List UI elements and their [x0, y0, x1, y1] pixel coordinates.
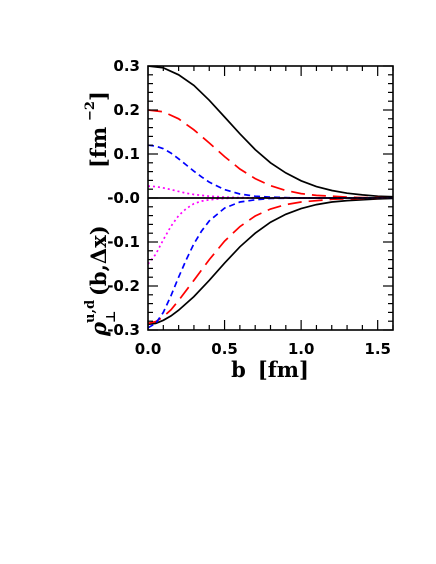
y-tick-label: 0.3 — [113, 57, 140, 75]
y-axis-unit-open: [fm — [86, 127, 111, 168]
x-tick-label: 1.5 — [364, 340, 391, 358]
y-axis-args: (b,Δx) — [86, 225, 111, 296]
y-axis-superscript: u,d — [83, 300, 98, 323]
series-line-1 — [148, 109, 393, 199]
x-axis-unit: [fm] — [258, 357, 309, 382]
y-axis-unit-close: ] — [86, 91, 111, 101]
series-line-5 — [148, 197, 393, 325]
y-axis-subscript: ⊥ — [104, 311, 119, 323]
series-line-7 — [148, 197, 393, 265]
y-tick-label: 0.1 — [113, 145, 140, 163]
y-axis-label: ρ ⊥ u,d (b,Δx) [fm −2 ] — [83, 91, 119, 337]
y-tick-label: -0.3 — [107, 321, 140, 339]
series-line-6 — [148, 197, 393, 329]
series-line-2 — [148, 144, 393, 199]
tick-labels-layer: 0.0 0.5 1.0 1.5 0.3 0.2 0.1 -0.0 -0.1 -0.2 -0.3 — [107, 57, 391, 358]
series-layer — [148, 66, 393, 329]
ticks-layer — [147, 65, 394, 331]
y-tick-label: -0.1 — [107, 233, 140, 251]
x-tick-label: 0.5 — [211, 340, 238, 358]
series-line-3 — [148, 185, 393, 199]
x-tick-label: 1.0 — [288, 340, 315, 358]
x-axis-variable: b — [231, 357, 246, 382]
y-axis-unit-exponent: −2 — [83, 101, 98, 121]
x-tick-label: 0.0 — [135, 340, 162, 358]
x-axis-label: b [fm] — [231, 357, 309, 382]
series-line-0 — [148, 66, 393, 198]
series-line-4 — [148, 197, 393, 326]
y-tick-label: -0.2 — [107, 277, 140, 295]
y-tick-label: 0.2 — [113, 101, 140, 119]
y-axis-rho: ρ — [86, 321, 111, 337]
y-tick-label: -0.0 — [107, 189, 140, 207]
